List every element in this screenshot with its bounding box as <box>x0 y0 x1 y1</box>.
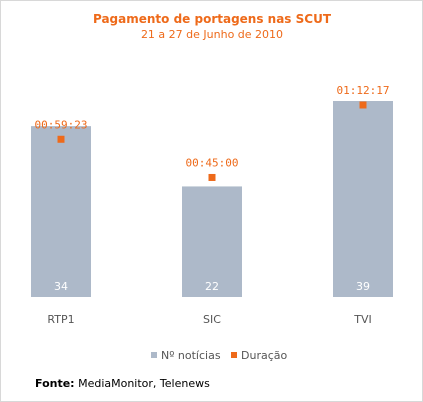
plot-area: 34 00:59:23 RTP1 22 00:45:00 SIC 39 01:12:17 TVI <box>31 84 393 326</box>
legend-label-noticias: Nº notícias <box>161 349 221 362</box>
chart-subtitle: 21 a 27 de Junho de 2010 <box>141 28 283 41</box>
source-text: MediaMonitor, Telenews <box>78 377 210 390</box>
chart-title: Pagamento de portagens nas SCUT <box>93 12 332 26</box>
legend-swatch-duracao <box>231 352 237 358</box>
legend-swatch-noticias <box>151 352 157 358</box>
duration-marker-sic <box>208 173 216 181</box>
category-label-tvi: TVI <box>353 313 372 326</box>
legend: Nº notícias Duração <box>151 349 287 362</box>
bar-value-sic: 22 <box>205 280 219 293</box>
duration-marker-rtp1 <box>57 135 65 143</box>
duration-label-sic: 00:45:00 <box>186 156 239 169</box>
category-label-sic: SIC <box>203 313 221 326</box>
duration-label-rtp1: 00:59:23 <box>35 118 88 131</box>
source-label: Fonte: <box>35 377 75 390</box>
source-note: Fonte: MediaMonitor, Telenews <box>35 377 210 390</box>
duration-marker-tvi <box>359 101 367 109</box>
legend-label-duracao: Duração <box>241 349 287 362</box>
bar-rtp1 <box>31 126 91 297</box>
bar-value-tvi: 39 <box>356 280 370 293</box>
bar-tvi <box>333 101 393 297</box>
duration-label-tvi: 01:12:17 <box>337 84 390 97</box>
bar-value-rtp1: 34 <box>54 280 68 293</box>
category-label-rtp1: RTP1 <box>47 313 74 326</box>
bar-sic <box>182 186 242 297</box>
